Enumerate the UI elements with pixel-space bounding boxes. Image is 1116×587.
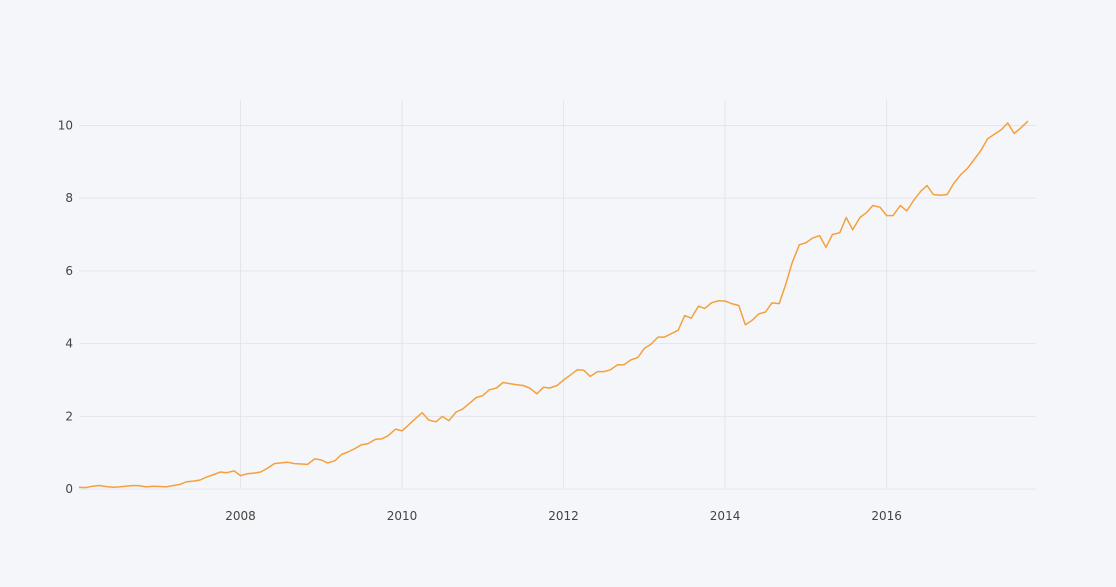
- x-tick-label: 2008: [225, 509, 256, 523]
- y-tick-label: 10: [58, 118, 73, 132]
- series-layer: [78, 120, 1029, 489]
- gridlines: [79, 100, 1036, 490]
- series-line: [78, 120, 1029, 489]
- x-tick-label: 2010: [387, 509, 418, 523]
- y-tick-label: 8: [65, 191, 73, 205]
- y-tick-label: 6: [65, 264, 73, 278]
- x-tick-label: 2012: [548, 509, 579, 523]
- axis-tick-labels: 0 2 4 6 8 10 2008 2010 2012 2014 2016: [58, 118, 902, 523]
- y-tick-label: 4: [65, 337, 73, 351]
- x-tick-label: 2014: [710, 509, 741, 523]
- x-tick-label: 2016: [871, 509, 902, 523]
- y-tick-label: 0: [65, 482, 73, 496]
- y-tick-label: 2: [65, 409, 73, 423]
